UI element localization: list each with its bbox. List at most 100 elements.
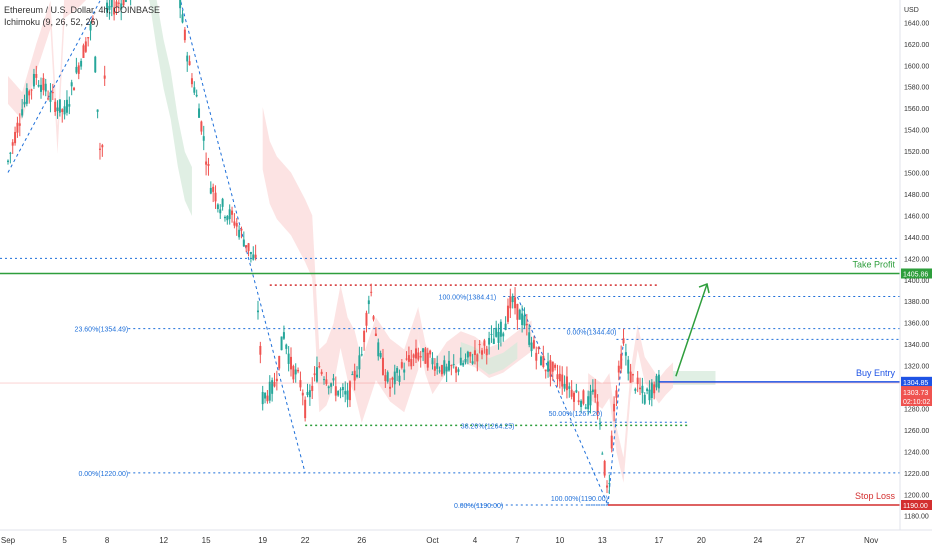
- symbol-title[interactable]: Ethereum / U.S. Dollar, 4h, COINBASE: [4, 5, 161, 15]
- candle-bullish: [75, 66, 78, 73]
- candle-bullish: [360, 354, 363, 356]
- price-tick-label: 1260.00: [904, 428, 929, 435]
- candle-bullish: [58, 99, 61, 113]
- candle-bearish: [542, 355, 545, 367]
- candle-bullish: [223, 216, 226, 219]
- candle-bearish: [297, 369, 300, 372]
- candle-bullish: [306, 391, 309, 395]
- candle-bullish: [448, 360, 451, 371]
- price-tick-label: 1560.00: [904, 106, 929, 113]
- candle-bearish: [426, 352, 429, 368]
- candle-bullish: [195, 94, 198, 97]
- candle-bearish: [77, 65, 80, 74]
- candle-bullish: [44, 83, 47, 92]
- candle-bearish: [577, 400, 580, 403]
- candle-bullish: [627, 359, 630, 374]
- candle-bearish: [73, 87, 76, 91]
- candle-bullish: [379, 352, 382, 358]
- candle-bullish: [650, 382, 653, 399]
- candle-bullish: [499, 321, 502, 337]
- candle-bullish: [367, 300, 370, 305]
- candle-bullish: [261, 392, 264, 405]
- time-tick-label: Oct: [426, 536, 439, 545]
- ichimoku-cloud-bearish: [8, 0, 87, 154]
- time-tick-label: 15: [202, 536, 211, 545]
- candle-bearish: [311, 385, 314, 391]
- candle-bullish: [403, 369, 406, 373]
- candle-bullish: [308, 390, 311, 398]
- current-price-badge-text: 1303.73: [903, 390, 928, 397]
- price-tick-label: 1380.00: [904, 299, 929, 306]
- candle-bullish: [32, 73, 35, 87]
- candle-bullish: [294, 369, 297, 375]
- candle-bullish: [327, 386, 330, 389]
- candle-bullish: [228, 209, 231, 220]
- candle-bullish: [68, 104, 71, 107]
- candle-bearish: [476, 354, 479, 362]
- price-tick-label: 1200.00: [904, 492, 929, 499]
- candle-bullish: [339, 389, 342, 391]
- candle-bearish: [254, 254, 257, 258]
- candle-bearish: [450, 365, 453, 367]
- candle-bullish: [351, 374, 354, 376]
- candle-bearish: [558, 373, 561, 382]
- candle-bullish: [94, 56, 97, 73]
- candle-bearish: [325, 379, 328, 384]
- candle-bullish: [511, 296, 514, 303]
- candle-bullish: [96, 109, 99, 112]
- candle-bullish: [422, 348, 425, 353]
- candle-bearish: [87, 37, 90, 39]
- price-tick-label: 1480.00: [904, 192, 929, 199]
- candle-bullish: [584, 407, 587, 409]
- candle-bullish: [580, 400, 583, 408]
- candle-bearish: [389, 386, 392, 389]
- candle-bullish: [37, 84, 40, 87]
- candle-bearish: [582, 390, 585, 404]
- candle-bearish: [629, 371, 632, 383]
- candle-bearish: [91, 18, 94, 20]
- candle-bearish: [235, 223, 238, 227]
- price-axis-unit: USD: [904, 7, 919, 14]
- candle-bearish: [299, 380, 302, 388]
- candle-bullish: [242, 239, 245, 247]
- candle-bearish: [47, 98, 50, 100]
- candle-bearish: [18, 123, 21, 126]
- candle-bullish: [106, 2, 109, 13]
- candle-bearish: [117, 2, 120, 4]
- candle-bearish: [405, 358, 408, 360]
- candle-bearish: [84, 41, 87, 52]
- candle-bullish: [209, 187, 212, 194]
- candle-bearish: [535, 352, 538, 361]
- candle-bearish: [433, 366, 436, 371]
- candle-bearish: [419, 355, 422, 358]
- candle-bullish: [9, 152, 12, 154]
- candle-bullish: [56, 107, 59, 111]
- candle-bearish: [631, 374, 634, 376]
- indicator-title[interactable]: Ichimoku (9, 26, 52, 26): [4, 17, 99, 27]
- candle-bearish: [233, 221, 236, 226]
- candle-bullish: [587, 396, 590, 410]
- candle-bullish: [282, 332, 285, 339]
- candle-bearish: [544, 369, 547, 372]
- candle-bearish: [610, 435, 613, 449]
- candle-bullish: [216, 204, 219, 209]
- ichimoku-cloud-bearish: [588, 324, 674, 483]
- fib-label: 100.00%(1190.00): [551, 496, 608, 503]
- candle-bullish: [502, 333, 505, 337]
- candle-bullish: [337, 390, 340, 396]
- candle-bearish: [410, 358, 413, 367]
- candle-bullish: [110, 0, 113, 8]
- candle-bullish: [396, 368, 399, 373]
- time-tick-label: 8: [105, 536, 110, 545]
- candle-bearish: [407, 355, 410, 362]
- price-tick-label: 1640.00: [904, 20, 929, 27]
- candle-bearish: [506, 305, 509, 322]
- price-tick-label: 1180.00: [904, 514, 929, 521]
- candle-bearish: [353, 370, 356, 381]
- candle-bullish: [70, 82, 73, 87]
- time-tick-label: 22: [301, 536, 310, 545]
- candle-bearish: [82, 45, 85, 58]
- candle-bearish: [516, 304, 519, 320]
